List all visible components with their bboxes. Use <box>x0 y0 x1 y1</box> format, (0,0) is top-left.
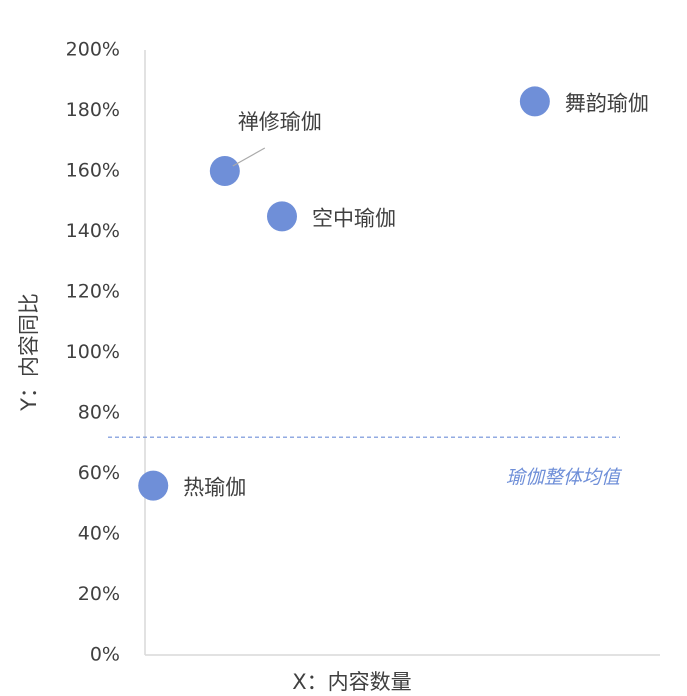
data-point <box>209 156 240 186</box>
data-point <box>138 470 169 501</box>
y-tick-label: 200% <box>66 39 120 61</box>
leader-line <box>232 147 266 167</box>
y-tick-label: 40% <box>78 523 120 545</box>
x-axis-label: X：内容数量 <box>292 670 411 694</box>
point-label: 热瑜伽 <box>183 476 246 500</box>
y-tick-label: 160% <box>66 160 120 182</box>
y-tick-label: 100% <box>66 341 120 363</box>
y-tick-label: 0% <box>90 644 120 666</box>
y-tick-label: 80% <box>78 402 120 424</box>
y-tick-label: 140% <box>66 220 120 242</box>
data-point <box>266 201 297 232</box>
point-label: 舞韵瑜伽 <box>565 91 649 115</box>
y-axis-label: Y：内容同比 <box>17 293 41 412</box>
average-label: 瑜伽整体均值 <box>506 467 623 489</box>
y-tick-label: 20% <box>78 583 120 605</box>
data-point <box>519 86 550 117</box>
y-tick-label: 60% <box>78 462 120 484</box>
point-label: 禅修瑜伽 <box>238 110 322 134</box>
y-tick-label: 120% <box>66 281 120 303</box>
point-label: 空中瑜伽 <box>312 206 396 230</box>
y-tick-label: 180% <box>66 99 120 121</box>
